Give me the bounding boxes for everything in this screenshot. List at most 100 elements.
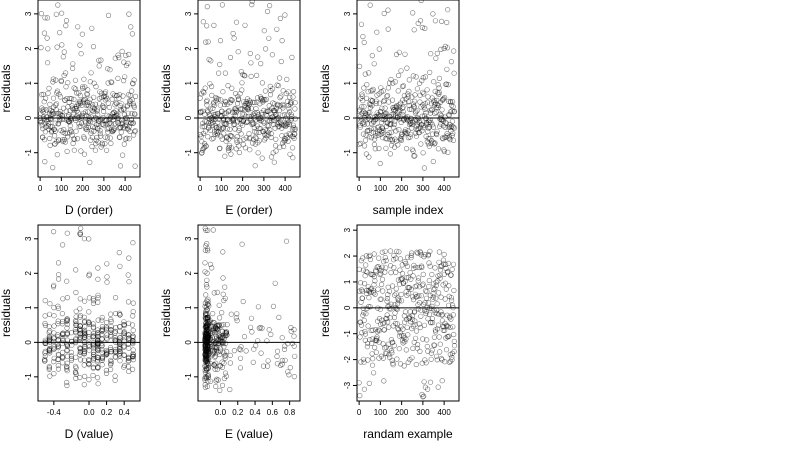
data-point (411, 27, 417, 33)
data-point (99, 315, 105, 321)
data-point (366, 380, 372, 387)
data-point (438, 309, 444, 315)
data-point (436, 290, 442, 296)
data-point (103, 320, 110, 326)
data-point (375, 132, 381, 138)
plot-frame (197, 0, 301, 178)
data-point (384, 315, 390, 322)
data-point (274, 348, 281, 354)
data-point (130, 313, 136, 319)
data-point (209, 122, 215, 128)
data-point (217, 145, 223, 151)
data-point (258, 60, 264, 67)
data-point (381, 378, 387, 384)
data-point (443, 261, 449, 268)
data-point (50, 229, 57, 235)
data-point (423, 310, 429, 317)
data-point (399, 262, 405, 268)
data-point (406, 77, 412, 83)
data-point (75, 102, 82, 108)
x-axis-title: randam example (363, 427, 453, 441)
data-point (128, 24, 134, 30)
data-point (372, 291, 378, 297)
data-point (358, 21, 365, 27)
data-point (231, 35, 237, 41)
data-point (55, 343, 62, 349)
data-point (243, 348, 249, 354)
data-point (129, 97, 135, 103)
data-point (384, 93, 390, 99)
data-point (46, 311, 53, 317)
data-point (94, 108, 100, 114)
data-point (81, 327, 88, 333)
data-point (291, 88, 297, 95)
data-point (416, 264, 422, 271)
data-point (229, 134, 235, 140)
data-point (204, 97, 210, 103)
data-point (121, 106, 127, 112)
data-point (412, 116, 418, 122)
data-point (204, 327, 210, 334)
x-tick-label: 100 (374, 184, 388, 193)
y-tick-label: 2 (24, 271, 33, 276)
data-point (55, 121, 62, 127)
data-point (426, 260, 432, 266)
data-point (59, 242, 66, 248)
data-point (210, 311, 216, 317)
data-point (240, 118, 247, 124)
data-point (361, 121, 368, 127)
data-point (205, 296, 211, 302)
data-point (361, 356, 367, 362)
data-point (403, 316, 410, 323)
data-point (130, 347, 136, 353)
data-point (408, 252, 415, 258)
data-point (242, 145, 248, 151)
data-points (357, 0, 458, 171)
data-point (433, 353, 440, 359)
data-point (238, 131, 244, 137)
data-point (389, 138, 395, 144)
data-point (403, 127, 409, 133)
data-point (449, 133, 455, 139)
data-point (399, 105, 405, 111)
data-point (395, 295, 401, 301)
data-point (102, 89, 109, 95)
data-point (69, 65, 76, 71)
data-point (205, 319, 211, 325)
data-point (259, 155, 265, 161)
data-point (374, 334, 380, 340)
data-point (103, 367, 109, 374)
data-point (261, 120, 267, 126)
x-tick-label: 0.0 (83, 408, 95, 417)
data-point (445, 334, 451, 340)
data-point (53, 11, 59, 17)
data-point (88, 137, 94, 143)
data-point (392, 320, 399, 327)
data-point (213, 346, 219, 352)
data-point (102, 134, 108, 140)
data-point (236, 96, 242, 102)
data-point (98, 57, 104, 63)
data-point (77, 100, 84, 107)
data-point (404, 263, 411, 270)
data-point (205, 227, 211, 233)
data-point (90, 349, 97, 355)
data-point (430, 290, 436, 297)
data-point (217, 348, 223, 354)
data-point (131, 111, 138, 117)
data-point (205, 248, 211, 254)
data-point (405, 128, 411, 134)
data-point (210, 227, 216, 233)
data-point (203, 304, 209, 310)
data-point (432, 286, 438, 292)
data-point (439, 318, 446, 324)
data-point (279, 357, 285, 364)
data-point (280, 101, 286, 107)
data-point (413, 294, 419, 300)
data-point (77, 374, 83, 381)
data-point (424, 343, 430, 350)
data-point (418, 141, 424, 147)
data-point (418, 252, 424, 258)
data-point (366, 253, 372, 260)
data-point (401, 92, 408, 99)
